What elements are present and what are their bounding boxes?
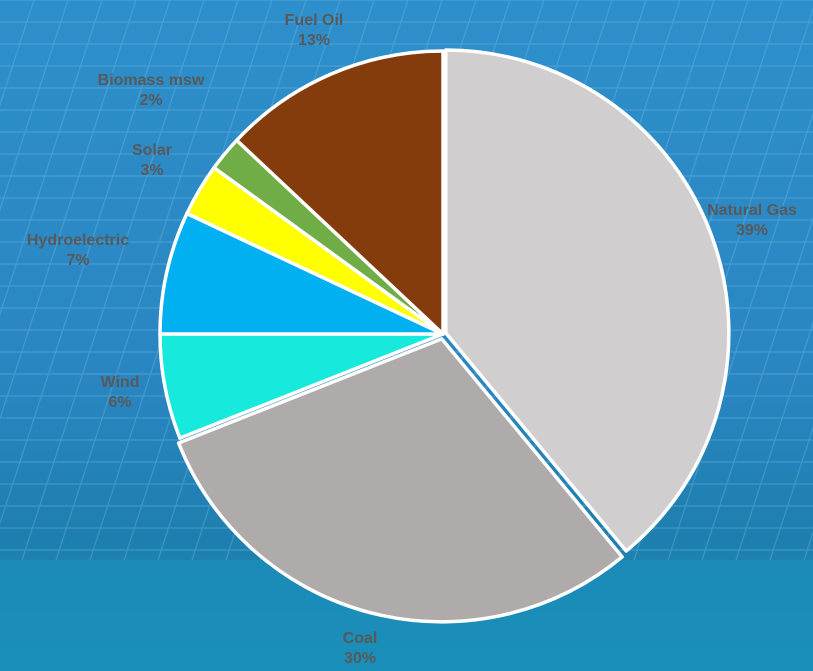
pie-data-labels: Natural Gas 39% Coal 30% Wind 6% Hydroelectric… [27,12,797,667]
pie-slice-hydroelectric [158,211,445,336]
data-label-coal: Coal 30% [343,630,378,667]
data-label-biomass-msw: Biomass msw 2% [98,72,205,109]
data-label-fuel-oil: Fuel Oil 13% [285,12,344,49]
data-label-wind: Wind 6% [101,374,140,411]
data-label-hydroelectric: Hydroelectric 7% [27,232,129,269]
data-label-solar: Solar 3% [132,142,172,179]
data-label-natural-gas: Natural Gas 39% [707,202,797,239]
pie-slice-coal [176,337,624,624]
pie-slice-fuel-oil [234,49,445,336]
pie-slices [158,48,731,624]
pie-slice-natural-gas [444,48,731,553]
